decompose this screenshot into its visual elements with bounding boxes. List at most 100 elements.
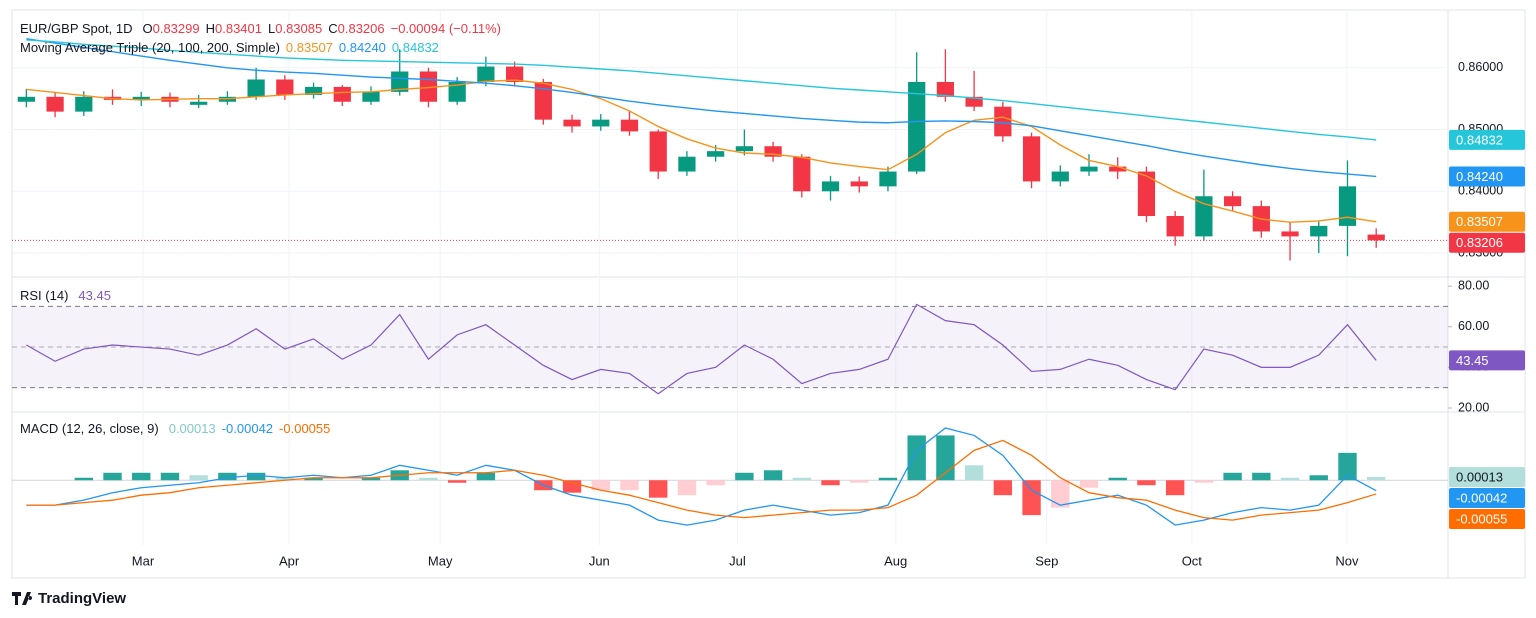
histogram-bar	[275, 477, 295, 481]
candle-body	[620, 119, 639, 132]
candle-body	[276, 79, 294, 95]
price-badge-label: -0.00042	[1456, 490, 1507, 505]
macd-value: -0.00042	[222, 421, 273, 436]
histogram-bar	[1194, 480, 1214, 483]
y-tick-label: 0.86000	[1458, 60, 1503, 74]
histogram-bar	[649, 480, 668, 498]
histogram-bar	[246, 472, 266, 481]
histogram-bar	[591, 480, 610, 491]
x-tick-label: Mar	[132, 553, 155, 568]
candle-body	[132, 96, 150, 100]
histogram-bar	[447, 480, 467, 483]
candle-body	[879, 171, 897, 187]
legend-macd: MACD (12, 26, close, 9) 0.00013 -0.00042 -0…	[20, 421, 330, 436]
candle-body	[908, 81, 926, 172]
candle-body	[391, 71, 409, 92]
candle-body	[448, 81, 466, 102]
price-badge	[1449, 488, 1525, 509]
indicator-title: Moving Average Triple (20, 100, 200, Sim…	[20, 40, 280, 55]
histogram-bar	[1252, 472, 1271, 481]
histogram-bar	[304, 477, 323, 481]
candle-body	[649, 131, 667, 172]
price-badge-label: 0.84240	[1456, 169, 1503, 184]
legend-rsi: RSI (14) 43.45	[20, 288, 111, 303]
ohlc-value: 0.83206	[338, 21, 385, 36]
candle-body	[304, 86, 323, 95]
price-badge	[1449, 467, 1525, 488]
y-tick-label: 60.00	[1458, 319, 1489, 333]
price-badge	[1449, 232, 1525, 253]
indicator-title: MACD (12, 26, close, 9)	[20, 421, 159, 436]
candle-body	[994, 106, 1012, 137]
candle-body	[1195, 196, 1213, 237]
moving-average	[26, 39, 1377, 141]
candle-body	[247, 79, 265, 97]
macd-line	[26, 427, 1377, 526]
histogram-bar	[706, 480, 725, 486]
histogram-bar	[878, 477, 898, 481]
histogram-bar	[993, 480, 1013, 496]
legend-ohlc: EUR/GBP Spot, 1D O0.83299 H0.83401 L0.83085…	[20, 21, 501, 36]
candle-body	[563, 119, 581, 127]
candle-body	[534, 81, 552, 120]
ohlc-letter: C	[328, 21, 337, 36]
y-tick-label: 20.00	[1458, 400, 1489, 414]
rsi-band	[12, 306, 1448, 388]
candle-body	[936, 81, 955, 97]
price-badge	[1449, 166, 1525, 187]
histogram-value: 0.00013	[169, 421, 216, 436]
histogram-bar	[792, 477, 811, 481]
candle-body	[707, 151, 725, 157]
candle-body	[764, 146, 782, 157]
ma-value: 0.83507	[286, 40, 333, 55]
price-badge-label: 43.45	[1456, 353, 1489, 368]
price-badge-label: 0.84832	[1456, 132, 1503, 147]
histogram-bar	[1079, 480, 1099, 488]
ma-value: 0.84240	[339, 40, 386, 55]
price-badge	[1449, 211, 1525, 232]
candle-body	[793, 156, 811, 192]
price-badge	[1449, 509, 1525, 530]
candle-body	[735, 146, 753, 152]
indicator-title: RSI (14)	[20, 288, 68, 303]
histogram-bar	[1022, 480, 1041, 516]
candle-body	[333, 86, 351, 102]
moving-average	[26, 79, 1377, 223]
symbol-title: EUR/GBP Spot, 1D	[20, 21, 132, 36]
histogram-bar	[1223, 472, 1242, 481]
price-badge-label: 0.00013	[1456, 469, 1503, 484]
ohlc-letter: H	[206, 21, 215, 36]
candle-body	[190, 101, 208, 105]
brand: TradingView	[38, 590, 126, 607]
x-tick-label: Nov	[1335, 553, 1359, 568]
x-tick-label: Aug	[884, 553, 907, 568]
y-tick-label: 80.00	[1458, 278, 1489, 292]
histogram-bar	[476, 472, 496, 481]
price-badge	[1449, 350, 1525, 371]
histogram-bar	[1367, 477, 1386, 481]
histogram-bar	[821, 480, 840, 486]
histogram-bar	[677, 480, 697, 496]
candle-body	[17, 96, 35, 102]
labels: MarAprMayJunJulAugSepOctNov0.830000.8400…	[20, 21, 1525, 568]
candle-body	[1051, 171, 1069, 182]
histogram-bar	[160, 472, 180, 481]
rsi-value: 43.45	[78, 288, 111, 303]
histogram-bar	[735, 472, 754, 481]
candle-body	[592, 119, 610, 127]
x-tick-label: Jul	[729, 553, 746, 568]
candle-body	[821, 181, 840, 192]
histogram-bar	[1309, 475, 1328, 481]
candle-body	[1338, 186, 1357, 226]
x-tick-label: Sep	[1035, 553, 1058, 568]
brand-logo	[12, 592, 33, 605]
rsi-line	[26, 303, 1377, 395]
legend-ma: Moving Average Triple (20, 100, 200, Sim…	[20, 40, 439, 55]
candle-body	[1080, 166, 1098, 172]
histogram-bar	[1280, 477, 1300, 481]
ma-value: 0.84832	[392, 40, 439, 55]
histogram-bar	[103, 472, 122, 481]
x-tick-label: May	[428, 553, 453, 568]
histogram-bar	[419, 477, 438, 481]
ohlc-value: 0.83401	[215, 21, 262, 36]
